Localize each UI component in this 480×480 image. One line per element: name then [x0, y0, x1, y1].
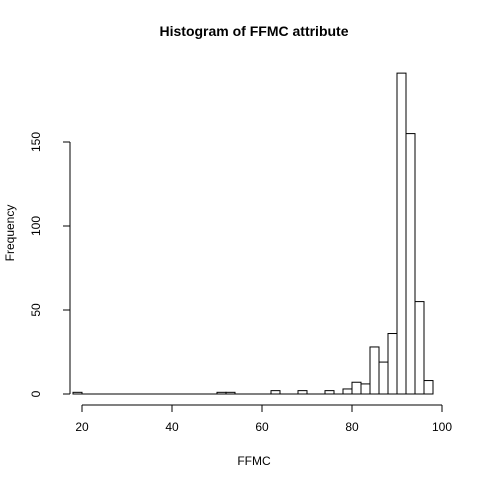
y-tick-label: 0 — [29, 390, 43, 397]
histogram-bar — [414, 301, 425, 395]
x-tick-label: 40 — [165, 420, 179, 434]
histogram-bar — [342, 388, 353, 395]
x-axis-label: FFMC — [237, 454, 271, 468]
x-tick-label: 80 — [345, 420, 359, 434]
histogram-bar — [351, 381, 362, 395]
y-axis: 0 50 100 150 — [29, 132, 71, 397]
histogram-bar — [270, 390, 281, 395]
chart-title: Histogram of FFMC attribute — [160, 23, 349, 39]
histogram-bar — [369, 346, 380, 395]
histogram-bar — [324, 390, 335, 395]
y-tick-label: 150 — [29, 132, 43, 152]
histogram-bar — [396, 72, 407, 395]
y-tick-label: 50 — [29, 303, 43, 317]
histogram-bar — [72, 391, 83, 395]
histogram-bar — [216, 391, 227, 395]
x-tick-label: 60 — [255, 420, 269, 434]
histogram-bar — [378, 361, 389, 395]
x-tick-label: 100 — [432, 420, 452, 434]
y-axis-label: Frequency — [3, 205, 17, 262]
histogram-bar — [423, 380, 434, 395]
histogram-bar — [405, 133, 416, 395]
histogram-bar — [225, 391, 236, 395]
histogram-bar — [387, 333, 398, 395]
histogram-bar — [297, 390, 308, 395]
histogram-bar — [360, 383, 371, 395]
x-axis: 20 40 60 80 100 — [75, 404, 452, 434]
bars-group — [72, 72, 434, 395]
x-tick-label: 20 — [75, 420, 89, 434]
y-tick-label: 100 — [29, 216, 43, 236]
